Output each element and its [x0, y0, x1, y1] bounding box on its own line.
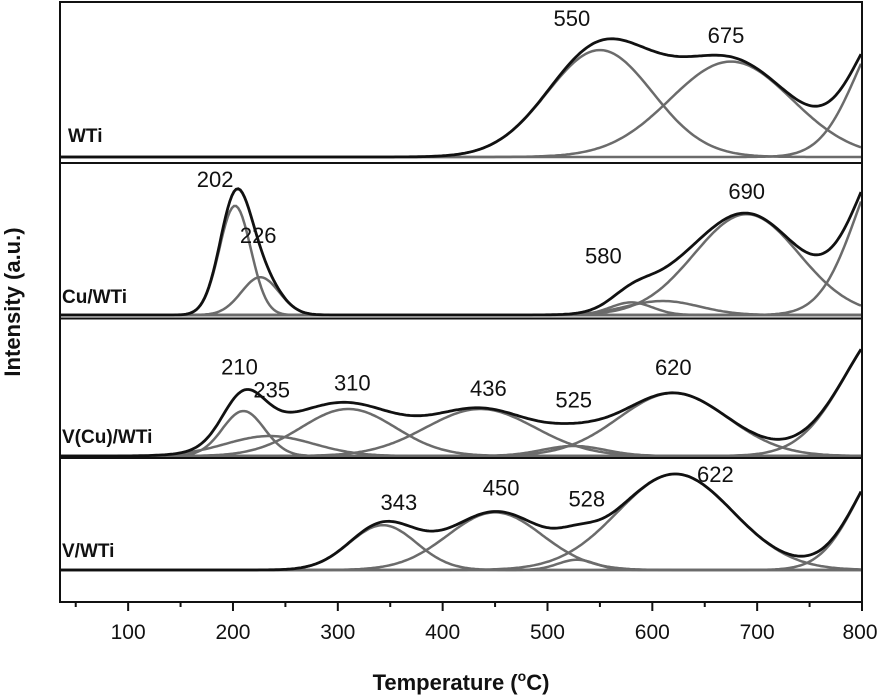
peak-label: 550	[554, 6, 591, 31]
axes-layer	[59, 1, 863, 603]
peak-label: 580	[585, 244, 622, 269]
x-tick-label: 700	[740, 621, 775, 644]
x-tick-label: 100	[111, 621, 146, 644]
peak-label: 622	[697, 462, 734, 487]
component-peak-690	[60, 212, 862, 317]
x-tick-label: 600	[635, 621, 670, 644]
component-peak-226	[60, 276, 861, 317]
component-peak-830	[60, 63, 862, 159]
peak-label: 343	[381, 490, 418, 515]
x-tick-label: 200	[215, 621, 250, 644]
envelope-curve	[60, 187, 862, 317]
component-peak-436	[60, 407, 861, 458]
component-peak-830	[60, 201, 862, 317]
peak-label: 528	[568, 487, 605, 512]
component-peak-550	[60, 48, 861, 159]
peak-label: 525	[555, 387, 592, 412]
component-peak-343	[60, 523, 861, 572]
panel-label: WTi	[68, 126, 102, 147]
panel-label: Cu/WTi	[62, 287, 127, 308]
component-peak-210	[60, 409, 861, 458]
x-tick-label: 300	[320, 621, 355, 644]
component-peak-610	[60, 299, 861, 317]
peak-label: 202	[197, 167, 234, 192]
x-tick-label: 400	[425, 621, 460, 644]
panel-v-wti: V/WTi 343 450 528 622	[60, 462, 862, 572]
plot-frame	[59, 1, 863, 603]
peak-label: 450	[483, 476, 520, 501]
panels-layer: WTi 550 675 Cu/WTi 202 226 580 690 V(Cu)/WTi 2102…	[60, 6, 862, 572]
peak-label: 310	[334, 370, 371, 395]
component-peak-675	[60, 60, 862, 159]
peak-label: 210	[221, 354, 258, 379]
component-peak-310	[60, 407, 861, 458]
component-peak-830	[60, 348, 862, 458]
panel-wti: WTi 550 675	[60, 6, 862, 164]
peak-label: 436	[470, 376, 507, 401]
panel-label: V/WTi	[62, 541, 114, 562]
envelope-curve	[60, 348, 862, 458]
panel-label: V(Cu)/WTi	[62, 427, 152, 448]
peak-label: 675	[708, 23, 745, 48]
panel-curves	[60, 37, 862, 159]
envelope-curve	[60, 37, 862, 159]
peak-label: 690	[728, 179, 765, 204]
x-ticks: 100 200 300 400 500 600 700 800	[74, 602, 878, 644]
component-peak-528	[60, 558, 861, 572]
panel-curves	[60, 187, 862, 317]
panel-cu-wti: Cu/WTi 202 226 580 690	[60, 167, 862, 320]
x-axis-title-superscript: o	[518, 668, 527, 684]
envelope-curve	[60, 472, 862, 572]
panel-curves	[60, 348, 862, 458]
x-tick-label: 800	[842, 621, 877, 644]
x-tick-label: 500	[530, 621, 565, 644]
component-peak-830	[60, 491, 862, 572]
panel-curves	[60, 472, 862, 572]
peak-label: 235	[253, 378, 290, 403]
peak-label: 226	[240, 223, 277, 248]
y-axis-title: Intensity (a.u.)	[0, 227, 25, 376]
peak-label: 620	[655, 355, 692, 380]
component-peak-202	[60, 204, 861, 317]
x-axis-title: Temperature (oC)	[373, 668, 550, 695]
